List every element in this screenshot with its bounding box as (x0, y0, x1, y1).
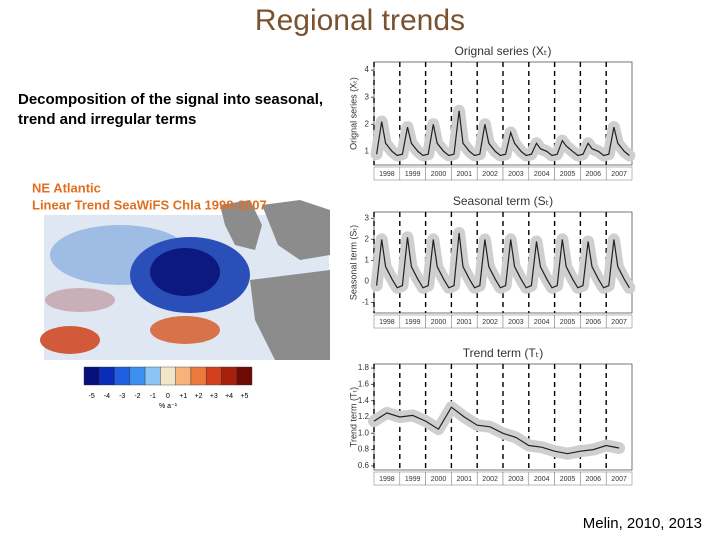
y-tick-label: 1.4 (358, 396, 370, 405)
x-tick-label: 2000 (431, 171, 447, 178)
map: NE Atlantic Linear Trend SeaWiFS Chla 19… (18, 178, 332, 416)
x-tick-label: 2000 (431, 476, 447, 483)
colorbar-label: +1 (179, 393, 187, 400)
y-axis-label: Orignal series (Xₜ) (348, 77, 358, 150)
y-axis-label: Trend term (Tₜ) (348, 387, 358, 447)
panel-title: Seasonal term (Sₜ) (453, 194, 553, 208)
x-tick-label: 2005 (560, 319, 576, 326)
x-label-box (605, 471, 633, 486)
x-tick-label: 1998 (379, 476, 395, 483)
x-tick-label: 2002 (482, 319, 498, 326)
colorbar-swatch (175, 366, 192, 386)
y-axis-label: Seasonal term (Sₜ) (348, 225, 358, 300)
x-tick-label: 1999 (405, 476, 421, 483)
x-tick-label: 2002 (482, 171, 498, 178)
y-tick-label: 0.8 (358, 445, 370, 454)
mixed-area (45, 288, 115, 312)
series-line (376, 110, 630, 157)
y-tick-label: -1 (362, 298, 370, 307)
series-line (373, 406, 620, 455)
y-tick-label: 2 (365, 234, 370, 243)
y-tick-label: 0.6 (358, 461, 370, 470)
y-tick-label: 3 (365, 213, 370, 222)
x-tick-label: 1999 (405, 319, 421, 326)
slide-title: Regional trends (255, 4, 465, 37)
x-tick-label: 2005 (560, 171, 576, 178)
colorbar-swatch (205, 366, 222, 386)
colorbar-swatch (83, 366, 100, 386)
y-tick-label: 2 (365, 119, 370, 128)
y-tick-label: 0 (365, 277, 370, 286)
map-title: Linear Trend SeaWiFS Chla 1998-2007 (32, 197, 267, 212)
y-tick-label: 1 (365, 256, 370, 265)
x-tick-label: 1998 (379, 171, 395, 178)
colorbar-swatch (114, 366, 131, 386)
land (250, 270, 330, 360)
x-label-box (605, 314, 633, 329)
x-tick-label: 2003 (508, 171, 524, 178)
red-area (40, 326, 100, 354)
red-area (150, 316, 220, 344)
colorbar-swatch (144, 366, 161, 386)
colorbar-swatch (99, 366, 115, 386)
colorbar-swatch (221, 366, 237, 386)
x-tick-label: 2001 (457, 319, 473, 326)
x-tick-label: 2004 (534, 171, 550, 178)
y-tick-label: 1.6 (358, 379, 370, 388)
x-tick-label: 2003 (508, 319, 524, 326)
panel-title: Trend term (Tₜ) (463, 346, 543, 360)
x-tick-label: 2006 (586, 476, 602, 483)
colorbar-label: -3 (119, 393, 125, 400)
y-tick-label: 1.2 (358, 412, 370, 421)
colorbar-swatch (129, 366, 146, 386)
colorbar-unit: % a⁻¹ (159, 403, 178, 410)
x-tick-label: 2003 (508, 476, 524, 483)
colorbar-label: -2 (134, 393, 140, 400)
description: Decomposition of the signal into seasona… (18, 91, 324, 128)
colorbar-label: +4 (225, 393, 233, 400)
citation: Melin, 2010, 2013 (583, 515, 702, 532)
x-tick-label: 1998 (379, 319, 395, 326)
map-title: NE Atlantic (32, 180, 101, 195)
blue-area (150, 248, 220, 296)
colorbar-label: -4 (104, 393, 110, 400)
y-tick-label: 1.0 (358, 428, 370, 437)
colorbar-swatch (160, 366, 176, 386)
colorbar-label: +3 (210, 393, 218, 400)
x-tick-label: 2004 (534, 319, 550, 326)
colorbar-label: +2 (195, 393, 203, 400)
colorbar-swatch (236, 366, 253, 386)
x-tick-label: 1999 (405, 171, 421, 178)
series-line (376, 232, 630, 289)
land (220, 200, 262, 250)
x-tick-label: 2002 (482, 476, 498, 483)
x-tick-label: 2007 (611, 476, 627, 483)
colorbar-label: +5 (240, 393, 248, 400)
colorbar-swatch (190, 366, 207, 386)
x-tick-label: 2006 (586, 319, 602, 326)
description-box: Decomposition of the signal into seasona… (18, 91, 324, 128)
y-tick-label: 4 (365, 65, 370, 74)
y-tick-label: 3 (365, 92, 370, 101)
panel-title: Orignal series (Xₜ) (455, 44, 552, 58)
x-tick-label: 2001 (457, 476, 473, 483)
land (262, 200, 330, 260)
y-tick-label: 1 (365, 147, 370, 156)
colorbar-label: -5 (89, 393, 95, 400)
x-tick-label: 2007 (611, 171, 627, 178)
colorbar-label: -1 (150, 393, 156, 400)
x-tick-label: 2006 (586, 171, 602, 178)
x-label-box (605, 166, 633, 181)
x-tick-label: 2007 (611, 319, 627, 326)
y-tick-label: 1.8 (358, 363, 370, 372)
colorbar-label: 0 (166, 393, 170, 400)
x-tick-label: 2000 (431, 319, 447, 326)
x-tick-label: 2005 (560, 476, 576, 483)
x-tick-label: 2001 (457, 171, 473, 178)
x-tick-label: 2004 (534, 476, 550, 483)
